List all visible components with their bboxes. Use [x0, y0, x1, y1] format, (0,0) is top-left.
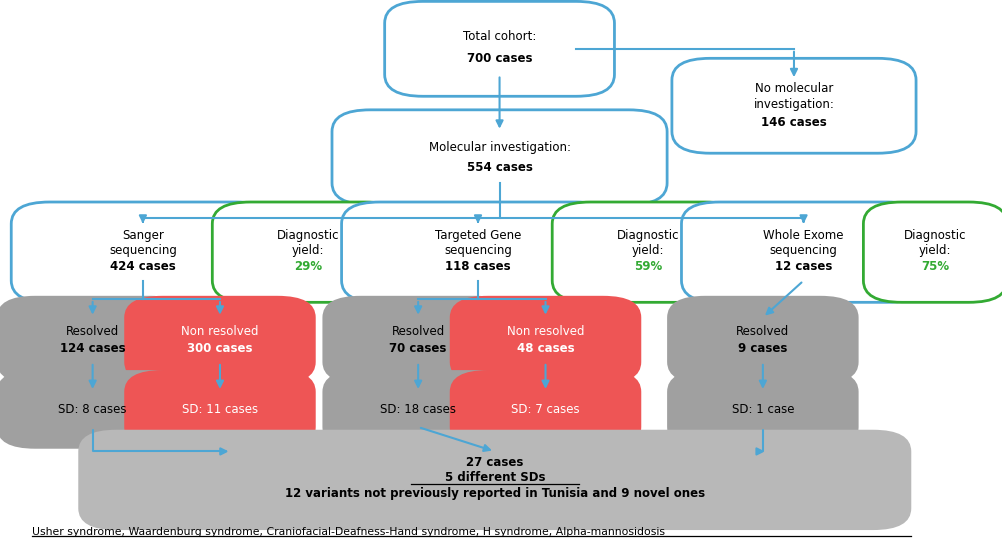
Text: Targeted Gene: Targeted Gene: [435, 229, 521, 243]
Text: 27 cases: 27 cases: [466, 456, 523, 469]
Text: 146 cases: 146 cases: [761, 116, 826, 129]
FancyBboxPatch shape: [124, 296, 316, 384]
Text: Non resolved: Non resolved: [181, 325, 259, 337]
Text: 12 variants not previously reported in Tunisia and 9 novel ones: 12 variants not previously reported in T…: [285, 487, 704, 500]
Text: No molecular: No molecular: [755, 82, 833, 95]
Text: Resolved: Resolved: [735, 325, 789, 337]
Text: Resolved: Resolved: [66, 325, 119, 337]
Text: Diagnostic: Diagnostic: [903, 229, 966, 243]
Text: 75%: 75%: [920, 260, 948, 272]
Text: 9 cases: 9 cases: [737, 342, 787, 355]
Text: 118 cases: 118 cases: [445, 260, 510, 272]
Text: yield:: yield:: [918, 244, 951, 257]
Text: Diagnostic: Diagnostic: [616, 229, 678, 243]
FancyBboxPatch shape: [449, 370, 640, 449]
FancyBboxPatch shape: [0, 296, 188, 384]
Text: SD: 7 cases: SD: 7 cases: [511, 403, 579, 416]
FancyBboxPatch shape: [342, 202, 614, 302]
Text: 12 cases: 12 cases: [775, 260, 832, 272]
FancyBboxPatch shape: [11, 202, 275, 302]
Text: Diagnostic: Diagnostic: [277, 229, 339, 243]
Text: 5 different SDs: 5 different SDs: [444, 471, 544, 484]
Text: 48 cases: 48 cases: [516, 342, 574, 355]
Text: SD: 1 case: SD: 1 case: [730, 403, 794, 416]
Text: yield:: yield:: [292, 244, 324, 257]
FancyBboxPatch shape: [385, 2, 614, 96]
Text: 700 cases: 700 cases: [466, 52, 532, 65]
Text: 424 cases: 424 cases: [110, 260, 175, 272]
Text: sequencing: sequencing: [444, 244, 511, 257]
Text: 124 cases: 124 cases: [60, 342, 125, 355]
FancyBboxPatch shape: [666, 296, 858, 384]
FancyBboxPatch shape: [680, 202, 925, 302]
FancyBboxPatch shape: [666, 370, 858, 449]
Text: 59%: 59%: [633, 260, 661, 272]
Text: 554 cases: 554 cases: [466, 161, 532, 173]
Text: SD: 11 cases: SD: 11 cases: [181, 403, 258, 416]
FancyBboxPatch shape: [322, 296, 513, 384]
Text: sequencing: sequencing: [769, 244, 837, 257]
FancyBboxPatch shape: [671, 58, 915, 153]
Text: 300 cases: 300 cases: [187, 342, 253, 355]
Text: Usher syndrome, Waardenburg syndrome, Craniofacial-Deafness-Hand syndrome, H syn: Usher syndrome, Waardenburg syndrome, Cr…: [32, 526, 664, 537]
Text: SD: 8 cases: SD: 8 cases: [58, 403, 127, 416]
FancyBboxPatch shape: [332, 110, 666, 205]
FancyBboxPatch shape: [212, 202, 404, 302]
FancyBboxPatch shape: [78, 430, 911, 530]
Text: yield:: yield:: [631, 244, 663, 257]
Text: Whole Exome: Whole Exome: [763, 229, 843, 243]
Text: Resolved: Resolved: [391, 325, 444, 337]
Text: Non resolved: Non resolved: [506, 325, 584, 337]
FancyBboxPatch shape: [124, 370, 316, 449]
Text: Total cohort:: Total cohort:: [462, 31, 536, 44]
Text: investigation:: investigation:: [753, 98, 834, 111]
Text: 29%: 29%: [294, 260, 322, 272]
FancyBboxPatch shape: [0, 370, 188, 449]
FancyBboxPatch shape: [322, 370, 513, 449]
FancyBboxPatch shape: [863, 202, 1002, 302]
Text: Sanger: Sanger: [122, 229, 163, 243]
Text: Molecular investigation:: Molecular investigation:: [428, 141, 570, 154]
FancyBboxPatch shape: [552, 202, 742, 302]
FancyBboxPatch shape: [449, 296, 640, 384]
Text: SD: 18 cases: SD: 18 cases: [380, 403, 456, 416]
Text: sequencing: sequencing: [109, 244, 176, 257]
Text: 70 cases: 70 cases: [389, 342, 447, 355]
